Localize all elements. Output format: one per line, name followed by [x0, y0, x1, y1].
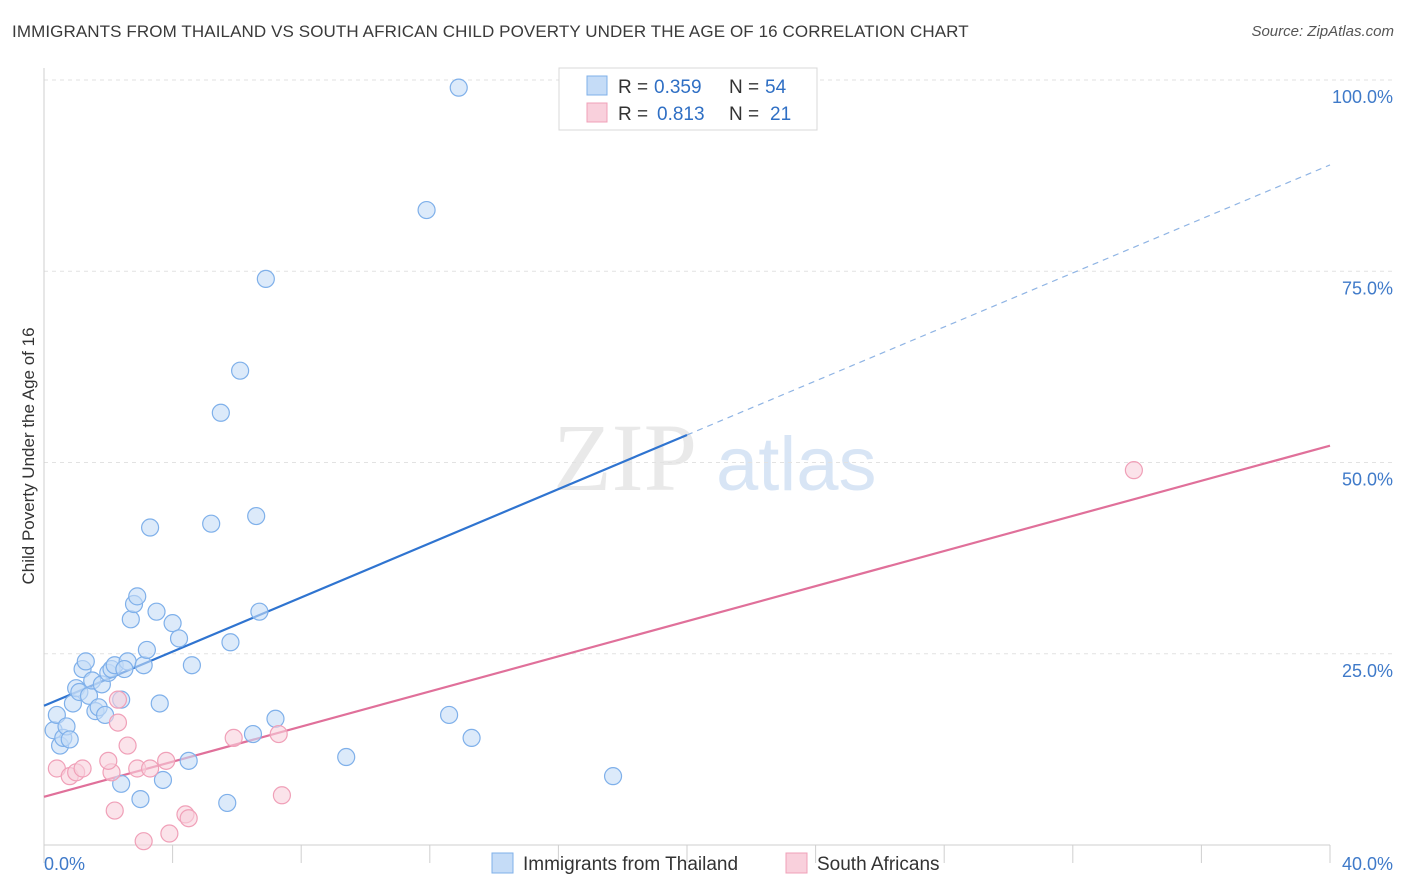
stats-legend-r-label-sa: R =: [618, 104, 648, 125]
x-tick-label-left: 0.0%: [44, 854, 85, 874]
thailand-point-23: [134, 656, 153, 675]
south-africans-point-5: [105, 801, 124, 820]
thailand-point-48: [243, 724, 263, 744]
thailand-point-32: [202, 514, 221, 533]
series-legend-swatch-sa: [785, 852, 808, 874]
south-africans-point-16: [224, 728, 243, 748]
stats-legend: R = 0.359 N = 54 R = 0.813 N = 21: [558, 67, 818, 131]
thailand-point-47: [218, 793, 237, 813]
thailand-point-28: [163, 614, 182, 633]
thailand-point-27: [150, 694, 169, 713]
thailand-point-34: [231, 361, 250, 380]
y-axis-title: Child Poverty Under the Age of 16: [19, 327, 38, 584]
stats-legend-n-label-sa: N =: [729, 104, 759, 125]
thailand-point-42: [449, 78, 468, 97]
thailand-point-30: [153, 770, 173, 790]
thailand-point-25: [140, 518, 160, 537]
south-africans-point-3: [73, 759, 92, 778]
series-thailand-points: [44, 78, 623, 813]
south-africans-point-12: [157, 751, 176, 770]
stats-legend-n-thailand: 54: [765, 77, 787, 98]
thailand-point-38: [266, 709, 285, 728]
chart-title: IMMIGRANTS FROM THAILAND VS SOUTH AFRICA…: [12, 22, 969, 41]
y-tick-label-75: 75.0%: [1342, 278, 1393, 298]
series-south-africans-points: [47, 461, 1143, 851]
y-tick-label-50: 50.0%: [1342, 470, 1393, 490]
stats-legend-n-sa: 21: [770, 104, 791, 125]
stats-legend-swatch-thailand: [586, 75, 608, 96]
x-ticks: [43, 845, 1331, 863]
thailand-point-22: [128, 587, 147, 606]
south-africans-point-13: [160, 824, 179, 843]
y-tick-label-100: 100.0%: [1332, 87, 1393, 107]
stats-legend-swatch-sa: [586, 102, 608, 123]
south-africans-point-15: [179, 809, 198, 828]
south-africans-point-8: [118, 736, 137, 755]
thailand-point-40: [417, 200, 436, 220]
south-africans-point-18: [272, 786, 292, 805]
thailand-point-46: [131, 789, 150, 809]
thailand-point-26: [147, 602, 166, 621]
south-africans-point-19: [1124, 461, 1143, 480]
thailand-point-50: [182, 656, 201, 675]
south-africans-point-6: [108, 713, 128, 732]
south-africans-point-17: [269, 724, 288, 744]
thailand-point-41: [439, 705, 459, 725]
stats-legend-r-label-thailand: R =: [618, 77, 648, 98]
thailand-point-49: [221, 633, 240, 652]
watermark-atlas: atlas: [716, 422, 877, 507]
south-africans-point-11: [134, 832, 153, 851]
series-legend-label-sa: South Africans: [817, 854, 940, 875]
stats-legend-n-label-thailand: N =: [729, 77, 759, 98]
south-africans-point-10: [140, 759, 160, 778]
thailand-point-35: [247, 506, 266, 526]
trend-line-thailand-extension: [686, 164, 1331, 436]
thailand-point-51: [76, 652, 95, 671]
stats-legend-r-thailand: 0.359: [654, 77, 702, 98]
thailand-point-44: [603, 767, 623, 786]
series-legend-swatch-thailand: [491, 852, 514, 874]
thailand-point-37: [256, 269, 275, 288]
thailand-point-33: [211, 403, 230, 422]
y-tick-label-25: 25.0%: [1342, 661, 1393, 681]
thailand-point-36: [250, 602, 269, 621]
thailand-point-24: [137, 640, 156, 660]
thailand-point-43: [462, 728, 481, 748]
x-tick-label-right: 40.0%: [1342, 854, 1393, 874]
watermark: ZIP atlas: [553, 404, 877, 511]
thailand-point-31: [179, 751, 198, 770]
thailand-point-5: [60, 730, 79, 749]
stats-legend-r-sa: 0.813: [657, 104, 705, 125]
watermark-zip: ZIP: [553, 404, 697, 511]
south-africans-point-7: [108, 690, 128, 709]
y-tick-labels: 25.0% 50.0% 75.0% 100.0%: [1332, 87, 1393, 681]
thailand-point-39: [337, 747, 356, 767]
thailand-point-29: [169, 629, 189, 648]
chart-source: Source: ZipAtlas.com: [1251, 23, 1394, 40]
thailand-point-53: [115, 659, 134, 679]
south-africans-point-20: [99, 751, 118, 770]
series-legend: Immigrants from Thailand South Africans: [491, 852, 940, 875]
series-legend-label-thailand: Immigrants from Thailand: [523, 854, 738, 875]
thailand-point-20: [121, 610, 140, 629]
